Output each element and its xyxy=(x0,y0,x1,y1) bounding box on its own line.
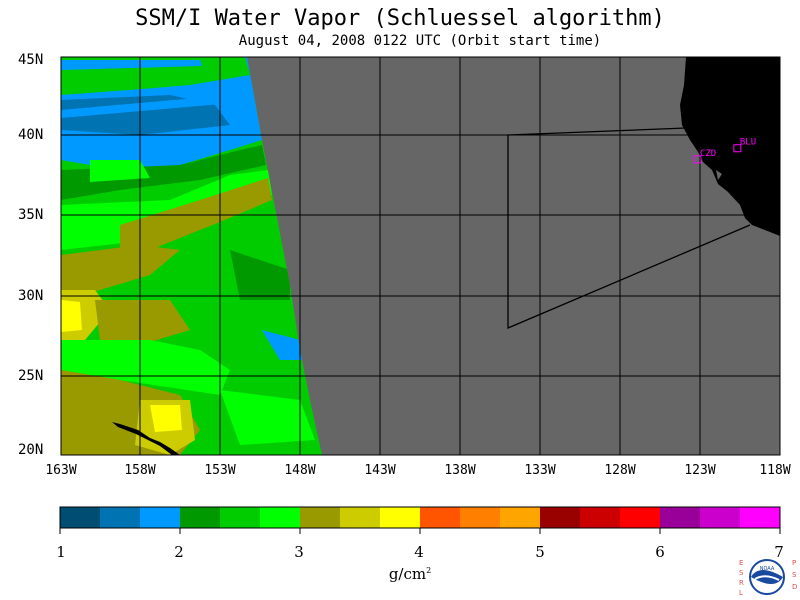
logo-right-letter: P xyxy=(792,559,796,567)
colorbar-swatch xyxy=(460,507,501,528)
colorbar-swatch xyxy=(340,507,381,528)
station-label: CZD xyxy=(700,149,716,159)
lon-label: 143W xyxy=(364,463,396,478)
colorbar-swatch xyxy=(180,507,221,528)
colorbar-swatch xyxy=(220,507,261,528)
colorbar-tick-label: 4 xyxy=(414,543,424,561)
colorbar-tick-label: 6 xyxy=(655,543,665,561)
logo-right-letter: S xyxy=(792,571,797,579)
colorbar-swatch xyxy=(140,507,181,528)
colorbar-swatch xyxy=(700,507,741,528)
lat-label: 40N xyxy=(18,127,44,143)
colorbar-tick-label: 2 xyxy=(174,543,184,561)
logo-right-letter: D xyxy=(792,583,797,591)
noaa-esrl-logo: E S R L NOAA P S D xyxy=(739,559,797,597)
lat-label: 45N xyxy=(18,52,44,68)
station-label: BLU xyxy=(740,138,756,148)
lon-label: 153W xyxy=(204,463,236,478)
map-title: SSM/I Water Vapor (Schluessel algorithm) xyxy=(135,6,665,31)
graticule xyxy=(61,57,780,455)
lon-label: 148W xyxy=(284,463,316,478)
colorbar-tick-label: 5 xyxy=(535,543,545,561)
station-markers: CZD BLU xyxy=(693,138,756,164)
logo-center-text: NOAA xyxy=(760,566,775,572)
colorbar-swatch xyxy=(300,507,341,528)
station-marker xyxy=(693,155,702,164)
bay-notch xyxy=(716,170,722,180)
colorbar-swatch xyxy=(740,507,781,528)
colorbar-swatch xyxy=(100,507,141,528)
colorbar xyxy=(59,506,781,534)
logo-left-letter: R xyxy=(739,579,744,587)
colorbar-swatch xyxy=(620,507,661,528)
map-frame xyxy=(60,56,781,456)
lat-label: 30N xyxy=(18,288,44,304)
logo-left-letter: L xyxy=(739,589,743,597)
domain-outline xyxy=(507,127,751,329)
colorbar-swatch xyxy=(380,507,421,528)
colorbar-swatch xyxy=(60,507,101,528)
units-text: g/cm xyxy=(388,565,427,583)
colorbar-units: g/cm2 xyxy=(380,565,440,583)
lon-label: 163W xyxy=(45,463,77,478)
lon-label: 123W xyxy=(684,463,716,478)
colorbar-swatch xyxy=(580,507,621,528)
lon-label: 128W xyxy=(604,463,636,478)
colorbar-swatch xyxy=(540,507,581,528)
colorbar-swatch xyxy=(260,507,301,528)
lon-label: 118W xyxy=(759,463,791,478)
colorbar-swatch xyxy=(660,507,701,528)
colorbar-tick-label: 1 xyxy=(56,543,66,561)
colorbar-swatch xyxy=(500,507,541,528)
lon-label: 133W xyxy=(524,463,556,478)
colorbar-tick-label: 3 xyxy=(294,543,304,561)
units-superscript: 2 xyxy=(426,566,432,575)
land-mass xyxy=(680,57,780,236)
lon-label: 138W xyxy=(444,463,476,478)
station-marker xyxy=(733,144,742,153)
lat-label: 35N xyxy=(18,207,44,223)
hawaii-islands xyxy=(112,422,180,455)
logo-left-letter: E xyxy=(739,559,743,567)
logo-left-letter: S xyxy=(739,569,744,577)
lat-label: 25N xyxy=(18,368,44,384)
colorbar-swatch xyxy=(420,507,461,528)
lon-label: 158W xyxy=(124,463,156,478)
colorbar-tick-label: 7 xyxy=(774,543,784,561)
lat-label: 20N xyxy=(18,442,44,458)
map-subtitle: August 04, 2008 0122 UTC (Orbit start ti… xyxy=(238,33,602,49)
